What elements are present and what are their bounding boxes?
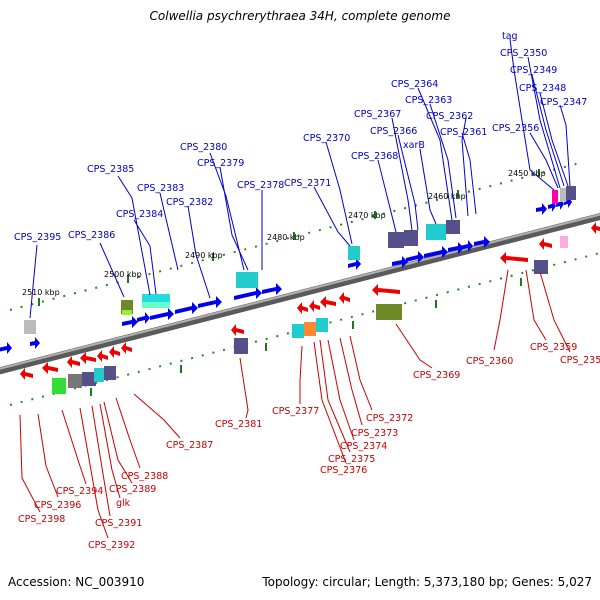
kbp-label: 2510 kbp (22, 288, 60, 297)
gene-label: CPS_2398 (18, 514, 65, 525)
gene-label: CPS_2348 (519, 83, 566, 94)
kbp-label: 2500 kbp (104, 270, 142, 279)
gene-label: CPS_2388 (121, 471, 168, 482)
genome-backbone (0, 212, 600, 375)
genome-title: Colwellia psychrerythraea 34H, complete … (149, 9, 451, 23)
gene-label: CPS_2387 (166, 440, 213, 451)
gene-label: CPS_2367 (354, 109, 401, 120)
gene-label: glk (116, 498, 131, 509)
kbp-label: 2490 kbp (185, 251, 223, 260)
kbp-labels: 2510 kbp 2500 kbp 2490 kbp 2480 kbp 2470… (22, 169, 546, 297)
gene-label: CPS_2361 (440, 127, 487, 138)
forward-leaders (29, 38, 571, 319)
forward-features (24, 186, 576, 334)
gene-label: tag (502, 31, 518, 42)
gene-label: CPS_2363 (405, 95, 452, 106)
gene-label: CPS_2362 (426, 111, 473, 122)
reverse-leaders (19, 269, 571, 539)
gene-label: CPS_2394 (56, 486, 103, 497)
kbp-label: 2470 kbp (348, 211, 386, 220)
gene-label: CPS_2370 (303, 133, 350, 144)
gene-label: CPS_2379 (197, 158, 244, 169)
gene-label: CPS_2374 (340, 441, 387, 452)
gene-label: CPS_2372 (366, 413, 413, 424)
gene-label: CPS_2389 (109, 484, 156, 495)
gene-label: CPS_2383 (137, 183, 184, 194)
gene-label: CPS_2395 (14, 232, 61, 243)
forward-genes (0, 196, 572, 354)
kbp-tick-marks (38, 169, 540, 396)
reverse-genes (20, 222, 600, 380)
gene-label: CPS_2356 (492, 123, 539, 134)
gene-label: CPS_2368 (351, 151, 398, 162)
gene-label: CPS_2360 (466, 356, 513, 367)
topology-text: Topology: circular; Length: 5,373,180 bp… (262, 575, 592, 589)
forward-gene-labels: CPS_2395 CPS_2386 CPS_2385 CPS_2384 CPS_… (14, 31, 587, 243)
gene-label: CPS_2364 (391, 79, 438, 90)
gene-label: CPS_2378 (237, 180, 284, 191)
accession-text: Accession: NC_003910 (8, 575, 145, 589)
gene-label: CPS_2366 (370, 126, 417, 137)
gene-label: CPS_2349 (510, 65, 557, 76)
gene-label: CPS_2381 (215, 419, 262, 430)
gene-label: xarB (403, 140, 425, 151)
gene-label: CPS_2350 (500, 48, 547, 59)
gene-label: CPS_2371 (284, 178, 331, 189)
gene-label: CPS_2385 (87, 164, 134, 175)
reverse-gene-labels: CPS_2398 CPS_2396 CPS_2394 CPS_2392 CPS_… (18, 342, 600, 551)
gene-label: CPS_2375 (328, 454, 375, 465)
gene-label: CPS_2384 (116, 209, 163, 220)
gene-label: CPS_2386 (68, 230, 115, 241)
gene-label: CPS_2391 (95, 518, 142, 529)
gene-label: CPS_2396 (34, 500, 81, 511)
reverse-features (52, 236, 568, 394)
gene-label: CPS_2358 (560, 355, 600, 366)
reverse-track (9, 252, 600, 406)
gene-label: CPS_2373 (351, 428, 398, 439)
gene-label: CPS_2376 (320, 465, 367, 476)
gene-label: CPS_2382 (166, 197, 213, 208)
gene-label: CPS_2359 (530, 342, 577, 353)
gene-label: CPS_2392 (88, 540, 135, 551)
kbp-label: 2450 kbp (508, 169, 546, 178)
gene-label: CPS_2369 (413, 370, 460, 381)
gene-label: CPS_2380 (180, 142, 227, 153)
kbp-label: 2460 kbp (428, 192, 466, 201)
kbp-label: 2480 kbp (267, 233, 305, 242)
gene-label: CPS_2377 (272, 406, 319, 417)
gene-label: CPS_2347 (540, 97, 587, 108)
